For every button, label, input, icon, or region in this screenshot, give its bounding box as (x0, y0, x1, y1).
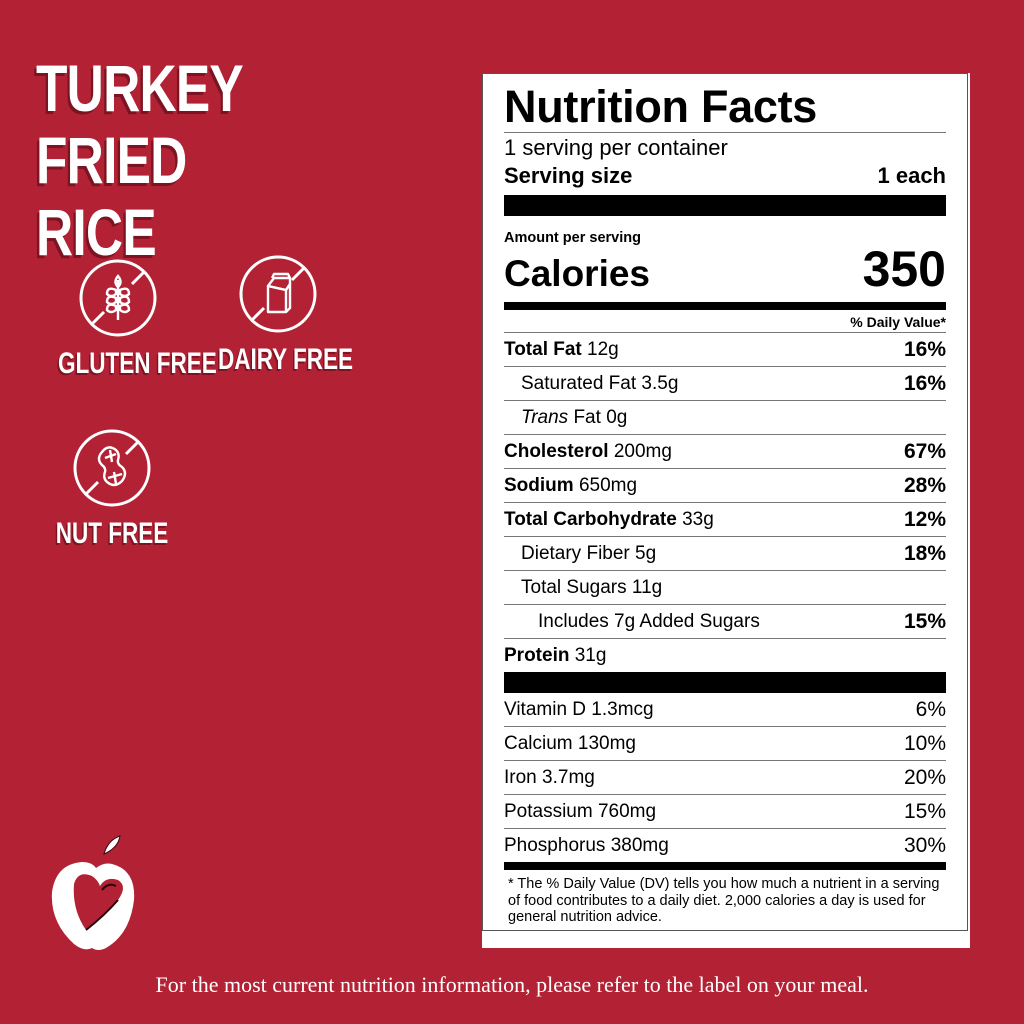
nutrient-name-italic: Trans (521, 406, 569, 428)
nutrient-dv: 15% (903, 609, 946, 633)
nutrient-row-cholesterol: Cholesterol 200mg 67% (504, 434, 946, 468)
no-milk-carton-icon (239, 255, 317, 333)
serving-size-value: 1 each (877, 163, 947, 188)
no-wheat-icon (79, 259, 157, 337)
vitamin-dv: 20% (903, 765, 946, 789)
nutrient-name: Sodium (504, 474, 574, 496)
calories-label: Calories (504, 253, 651, 294)
nutrient-row-trans-fat: Trans Fat 0g (504, 400, 946, 434)
nutrient-row-total-fat: Total Fat 12g 16% (504, 332, 946, 366)
nutrient-amount: 12g (587, 338, 619, 360)
nutrient-row-dietary-fiber: Dietary Fiber 5g 18% (504, 536, 946, 570)
nutrient-name: Total Carbohydrate (504, 508, 677, 530)
amount-per-serving: Amount per serving (504, 230, 641, 246)
thick-divider (504, 195, 946, 216)
vitamin-dv: 6% (915, 697, 946, 721)
daily-value-header: % Daily Value* (850, 314, 946, 330)
serving-size-row: Serving size 1 each (504, 161, 946, 191)
vitamin-amount: 380mg (610, 834, 669, 856)
thick-divider (504, 672, 946, 693)
vitamin-name: Potassium (504, 800, 593, 822)
no-peanut-icon (73, 429, 151, 507)
nutrient-name: Total Fat (504, 338, 582, 360)
nutrient-row-total-carbohydrate: Total Carbohydrate 33g 12% (504, 502, 946, 536)
medium-divider (504, 302, 946, 310)
nutrient-row-protein: Protein 31g (504, 638, 946, 672)
nutrient-dv: 12% (903, 507, 946, 531)
nutrition-label-panel: Nutrition Facts 1 serving per container … (482, 73, 970, 948)
vitamin-dv: 10% (903, 731, 946, 755)
vitamin-dv: 15% (903, 799, 946, 823)
vitamin-name: Vitamin D (504, 698, 587, 720)
nutrient-row-saturated-fat: Saturated Fat 3.5g 16% (504, 366, 946, 400)
nutrient-amount: 11g (631, 576, 663, 598)
badge-dairy-free: DAIRY FREE (198, 254, 358, 376)
badge-nut-free: NUT FREE (32, 428, 192, 550)
vitamin-amount: 1.3mcg (591, 698, 654, 720)
servings-per-container: 1 serving per container (504, 135, 728, 160)
badge-gluten-free: GLUTEN FREE (38, 258, 217, 380)
nutrient-name: Includes 7g Added Sugars (538, 610, 760, 632)
nutrient-name: Cholesterol (504, 440, 609, 462)
vitamin-row-calcium: Calcium 130mg 10% (504, 726, 946, 760)
nutrient-dv: 67% (903, 439, 946, 463)
vitamin-row-potassium: Potassium 760mg 15% (504, 794, 946, 828)
vitamin-name: Phosphorus (504, 834, 606, 856)
nutrient-name: Protein (504, 644, 570, 666)
vitamin-row-phosphorus: Phosphorus 380mg 30% (504, 828, 946, 862)
nutrient-name: Total Sugars (521, 576, 627, 598)
daily-value-footnote: * The % Daily Value (DV) tells you how m… (508, 876, 940, 925)
nutrient-amount: 31g (574, 644, 607, 666)
product-title: TURKEY FRIED RICE (36, 52, 395, 268)
nutrient-amount: 200mg (613, 440, 672, 462)
vitamin-row-iron: Iron 3.7mg 20% (504, 760, 946, 794)
nutrient-dv: 16% (903, 337, 946, 361)
calories-value: 350 (862, 241, 946, 297)
nutrient-name: Dietary Fiber (521, 542, 630, 564)
nutrition-facts-label: Nutrition Facts 1 serving per container … (482, 73, 968, 931)
nutrient-amount: 3.5g (641, 372, 679, 394)
nutrient-row-sodium: Sodium 650mg 28% (504, 468, 946, 502)
nutrient-dv: 28% (903, 473, 946, 497)
nutrient-name: Fat (573, 406, 601, 428)
vitamin-amount: 130mg (577, 732, 637, 754)
vitamin-name: Iron (504, 766, 537, 788)
apple-heart-logo (51, 835, 135, 950)
vitamin-dv: 30% (903, 833, 946, 857)
badge-label: GLUTEN FREE (58, 347, 217, 380)
nutrient-amount: 0g (606, 406, 628, 428)
vitamin-name: Calcium (504, 732, 573, 754)
nutrient-amount: 650mg (578, 474, 638, 496)
divider (504, 132, 946, 133)
medium-divider (504, 862, 946, 870)
product-title-line1: TURKEY FRIED (36, 51, 243, 197)
calories-row: Calories 350 (504, 241, 946, 297)
nutrition-facts-title: Nutrition Facts (504, 81, 818, 132)
nutrient-name: Saturated Fat (521, 372, 637, 394)
vitamin-amount: 3.7mg (542, 766, 595, 788)
nutrient-row-added-sugars: Includes 7g Added Sugars 15% (504, 604, 946, 638)
nutrient-row-total-sugars: Total Sugars 11g (504, 570, 946, 604)
badge-label: NUT FREE (55, 517, 169, 550)
nutrient-dv: 16% (903, 371, 946, 395)
nutrient-amount: 5g (635, 542, 657, 564)
nutrient-dv: 18% (903, 541, 946, 565)
nutrient-amount: 33g (682, 508, 714, 530)
footer-disclaimer: For the most current nutrition informati… (155, 972, 869, 997)
vitamin-amount: 760mg (597, 800, 657, 822)
serving-size-label: Serving size (504, 163, 633, 188)
vitamin-row-vitamin-d: Vitamin D 1.3mcg 6% (504, 693, 946, 726)
product-title-line2: RICE (36, 195, 157, 269)
badge-label: DAIRY FREE (218, 343, 354, 376)
